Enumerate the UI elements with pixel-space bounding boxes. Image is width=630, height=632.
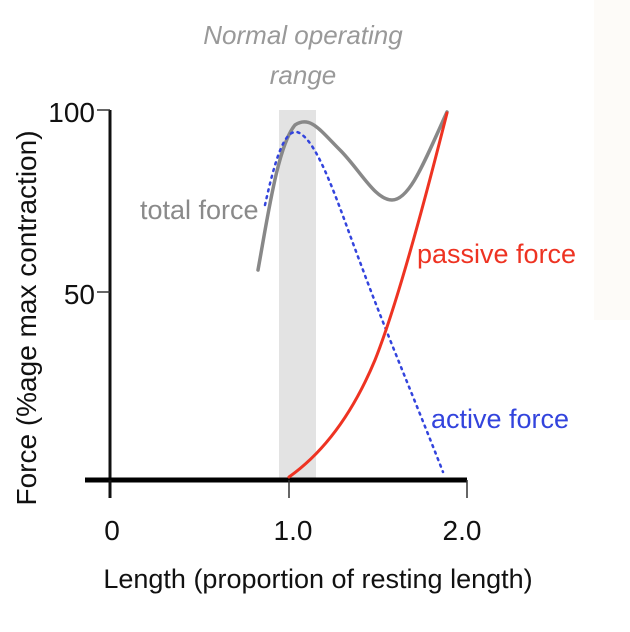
chart-title-line2: range — [270, 60, 337, 90]
x-tick-label-2: 2.0 — [443, 515, 482, 546]
active-force-label: active force — [431, 404, 569, 434]
chart-title-line1: Normal operating — [203, 20, 403, 50]
active-force-curve — [263, 130, 445, 474]
x-tick-label-0: 0 — [104, 515, 120, 546]
x-axis-title: Length (proportion of resting length) — [103, 564, 532, 594]
y-tick-label-50: 50 — [64, 279, 95, 310]
y-tick-label-100: 100 — [48, 97, 95, 128]
total-force-curve — [256, 110, 449, 272]
normal-operating-range-band — [279, 110, 316, 480]
total-force-label: total force — [140, 195, 259, 225]
background-panel — [594, 0, 630, 320]
passive-force-label: passive force — [417, 239, 576, 269]
passive-force-curve — [287, 111, 449, 479]
y-axis-title: Force (%age max contraction) — [11, 130, 42, 505]
x-tick-label-1: 1.0 — [274, 515, 313, 546]
